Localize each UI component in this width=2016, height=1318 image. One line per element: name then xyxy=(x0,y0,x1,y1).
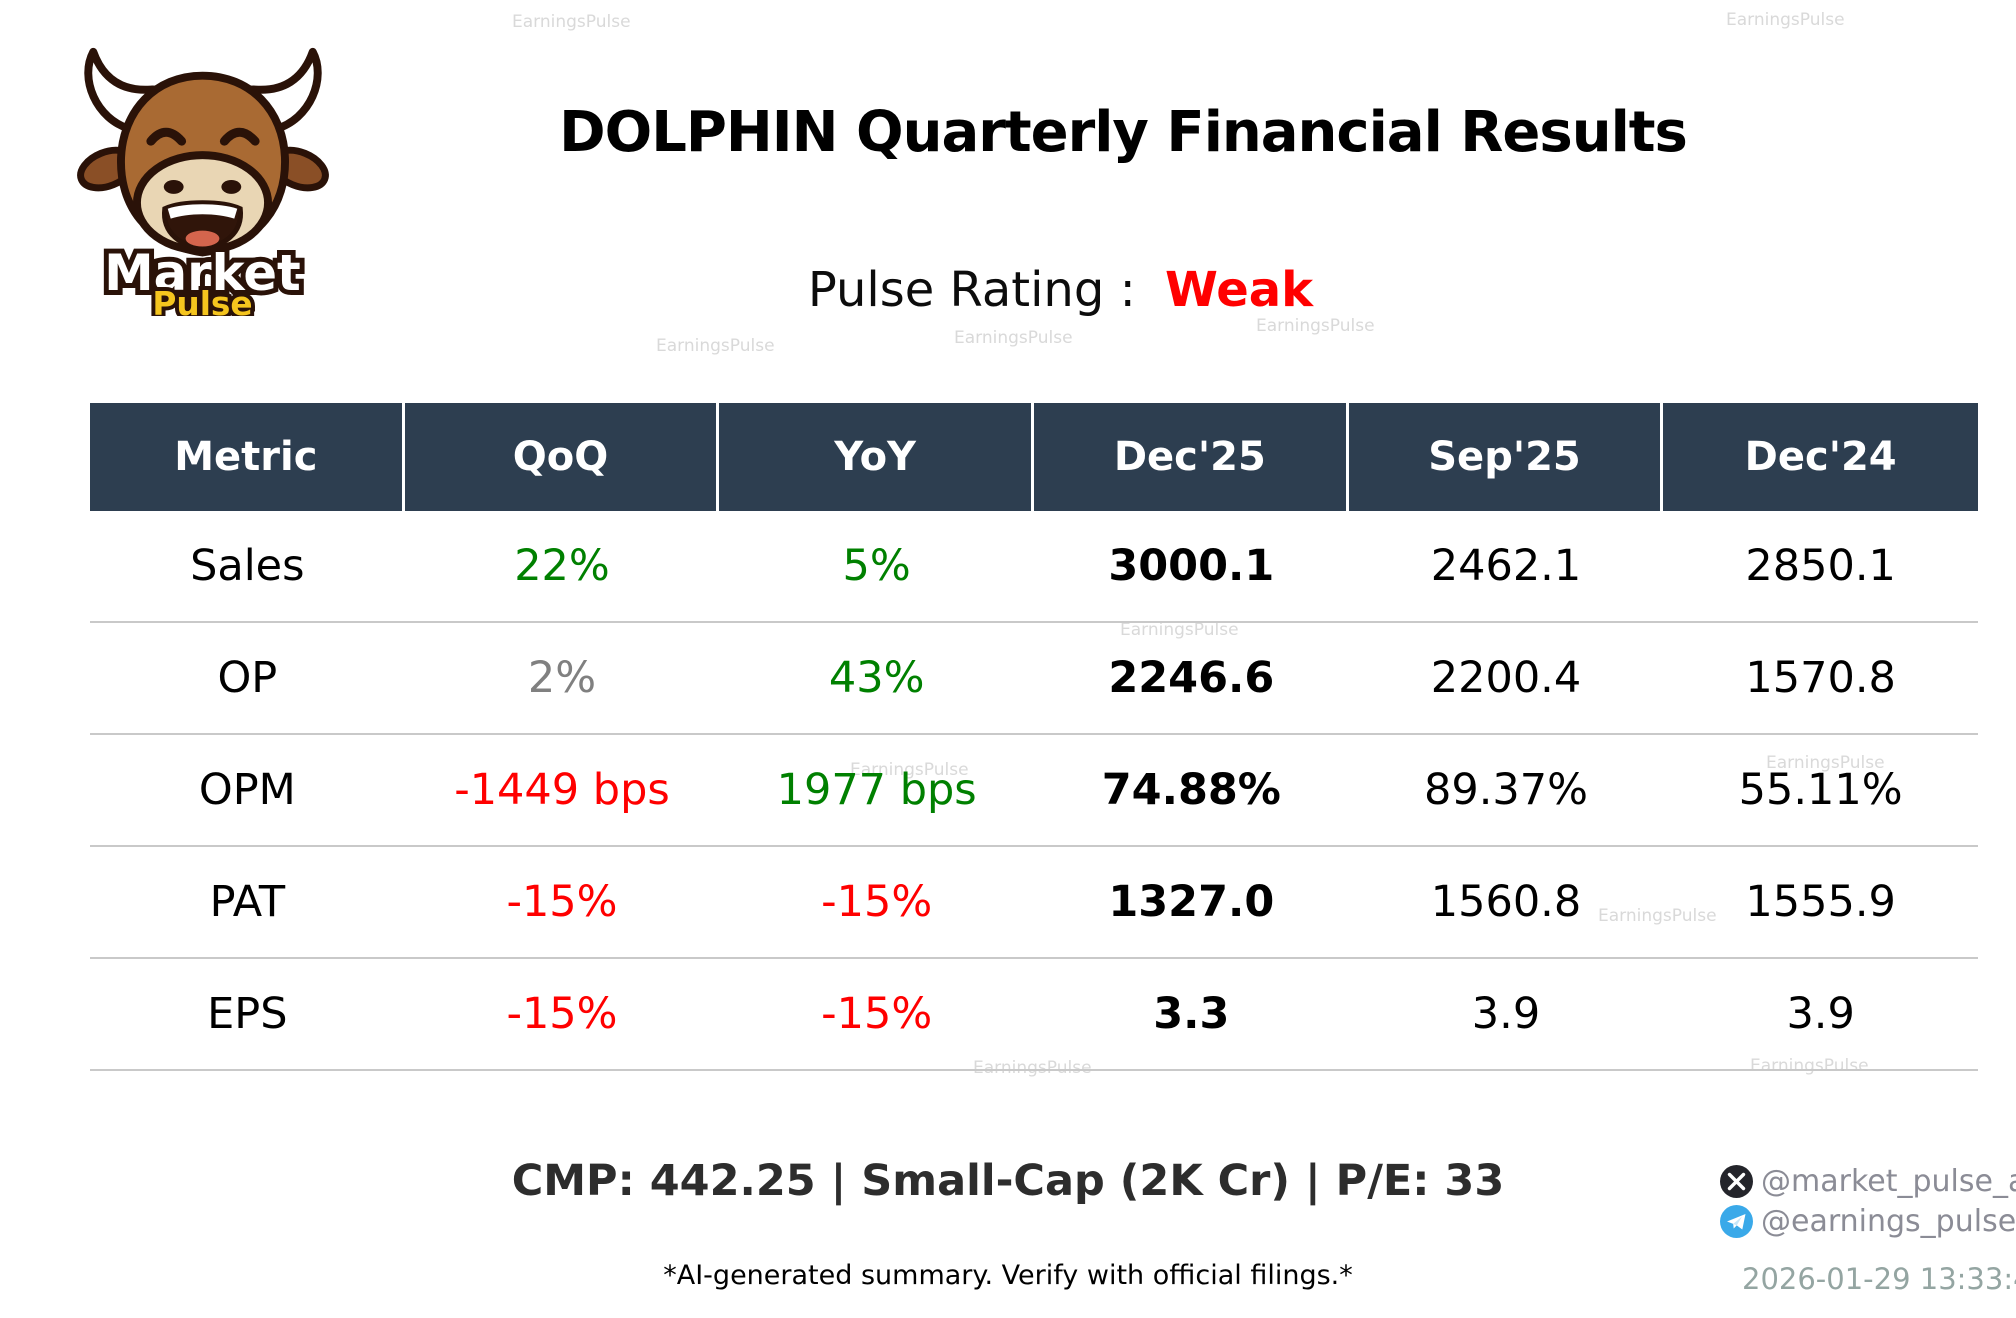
bull-mascot-icon: Market Pulse xyxy=(77,47,329,327)
cell-qoq: 22% xyxy=(514,541,610,591)
pulse-rating-label: Pulse Rating : xyxy=(807,262,1136,318)
x-handle-row: @market_pulse_ai xyxy=(1720,1164,2016,1199)
watermark: EarningsPulse xyxy=(850,760,969,780)
watermark: EarningsPulse xyxy=(1766,753,1885,773)
cell-metric: OP xyxy=(217,653,278,703)
cell-qoq: -1449 bps xyxy=(454,765,670,815)
col-header-dec24: Dec'24 xyxy=(1744,434,1897,480)
col-header-yoy: YoY xyxy=(719,403,1034,511)
social-handles: @market_pulse_ai @earnings_pulse xyxy=(1720,1164,2016,1239)
watermark: EarningsPulse xyxy=(1726,10,1845,30)
cell-yoy: 43% xyxy=(828,653,925,703)
cell-metric: OPM xyxy=(198,765,296,815)
telegram-handle-row: @earnings_pulse xyxy=(1720,1204,2016,1239)
financial-results-table: Metric QoQ YoY Dec'25 Sep'25 Dec'24 Sale… xyxy=(90,403,1978,1071)
cell-dec25: 3000.1 xyxy=(1108,541,1275,591)
table-header-row: Metric QoQ YoY Dec'25 Sep'25 Dec'24 xyxy=(90,403,1978,511)
cell-dec24: 2850.1 xyxy=(1745,541,1896,591)
telegram-handle: @earnings_pulse xyxy=(1761,1204,2016,1239)
cell-metric: PAT xyxy=(209,877,286,927)
cell-yoy: -15% xyxy=(821,877,933,927)
cell-yoy: -15% xyxy=(821,989,933,1039)
ai-disclaimer: *AI-generated summary. Verify with offic… xyxy=(663,1260,1353,1291)
pulse-rating: Pulse Rating : Weak xyxy=(105,262,2016,318)
watermark: EarningsPulse xyxy=(1120,620,1239,640)
page-title: DOLPHIN Quarterly Financial Results xyxy=(559,100,1688,165)
watermark: EarningsPulse xyxy=(512,12,631,32)
table-row-pat: PAT -15% -15% 1327.0 1560.8 1555.9 xyxy=(90,847,1978,959)
cell-qoq: -15% xyxy=(506,877,618,927)
cell-sep25: 2200.4 xyxy=(1430,653,1582,703)
cell-yoy: 5% xyxy=(842,541,911,591)
generated-timestamp: 2026-01-29 13:33:49 xyxy=(1742,1262,2016,1296)
cell-qoq: 2% xyxy=(527,653,597,703)
table-row-sales: Sales 22% 5% 3000.1 2462.1 2850.1 xyxy=(90,511,1978,623)
cell-sep25: 2462.1 xyxy=(1430,541,1582,591)
col-header-metric: Metric xyxy=(90,403,405,511)
x-icon xyxy=(1720,1165,1753,1198)
cell-metric: EPS xyxy=(207,989,288,1039)
watermark: EarningsPulse xyxy=(1598,906,1717,926)
cell-dec25: 2246.6 xyxy=(1108,653,1275,703)
table-row-opm: OPM -1449 bps 1977 bps 74.88% 89.37% 55.… xyxy=(90,735,1978,847)
cell-dec24: 1555.9 xyxy=(1745,877,1896,927)
logo-text-market: Market xyxy=(104,244,300,302)
cell-sep25: 89.37% xyxy=(1424,765,1588,815)
table-row-op: OP 2% 43% 2246.6 2200.4 1570.8 xyxy=(90,623,1978,735)
col-header-sep25: Sep'25 xyxy=(1349,403,1664,511)
cell-dec25: 74.88% xyxy=(1101,765,1281,815)
watermark: EarningsPulse xyxy=(1750,1056,1869,1076)
cell-sep25: 1560.8 xyxy=(1430,877,1582,927)
cell-dec24: 1570.8 xyxy=(1745,653,1896,703)
cell-qoq: -15% xyxy=(506,989,618,1039)
market-pulse-logo: Market Pulse xyxy=(68,28,338,327)
cell-yoy: 1977 bps xyxy=(776,765,977,815)
cell-dec24: 55.11% xyxy=(1738,765,1903,815)
telegram-icon xyxy=(1720,1205,1753,1238)
watermark: EarningsPulse xyxy=(973,1058,1092,1078)
cell-dec25: 1327.0 xyxy=(1108,877,1275,927)
cell-sep25: 3.9 xyxy=(1471,989,1541,1039)
col-header-qoq: QoQ xyxy=(405,403,720,511)
cell-dec24: 3.9 xyxy=(1786,989,1855,1039)
watermark: EarningsPulse xyxy=(954,328,1073,348)
cell-metric: Sales xyxy=(190,541,305,591)
cell-dec25: 3.3 xyxy=(1153,989,1230,1039)
table-row-eps: EPS -15% -15% 3.3 3.9 3.9 xyxy=(90,959,1978,1071)
watermark: EarningsPulse xyxy=(656,336,775,356)
watermark: EarningsPulse xyxy=(1256,316,1375,336)
x-handle: @market_pulse_ai xyxy=(1761,1164,2016,1199)
col-header-dec25: Dec'25 xyxy=(1034,403,1349,511)
pulse-rating-value: Weak xyxy=(1165,262,1314,318)
cmp-summary-line: CMP: 442.25 | Small-Cap (2K Cr) | P/E: 3… xyxy=(511,1156,1505,1206)
